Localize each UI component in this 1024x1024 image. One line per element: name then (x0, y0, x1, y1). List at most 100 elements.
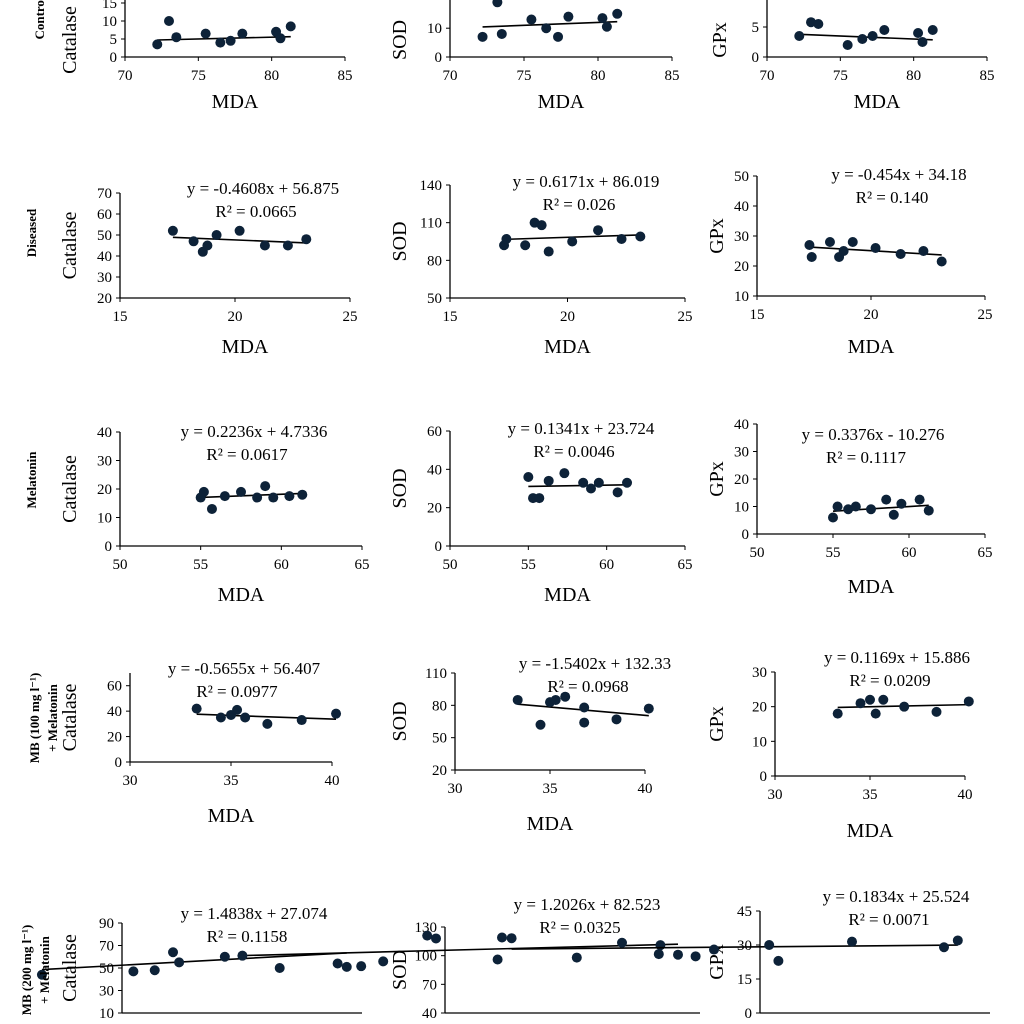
data-point (215, 37, 226, 48)
x-tick-label: 65 (678, 557, 693, 573)
data-point (268, 492, 279, 503)
r-squared-label: R² = 0.0325 (539, 918, 620, 937)
y-tick-label: 70 (422, 977, 437, 993)
data-point (653, 949, 664, 960)
data-point (149, 965, 160, 976)
y-tick-label: 10 (427, 21, 442, 37)
y-tick-label: 5 (110, 32, 118, 48)
y-axis-label: GPx (706, 461, 728, 497)
data-point (857, 34, 868, 44)
x-tick-label: 60 (599, 557, 614, 573)
r-squared-label: R² = 0.0977 (196, 682, 278, 701)
data-point (378, 956, 389, 967)
y-tick-label: 40 (97, 425, 112, 441)
data-point (923, 505, 934, 516)
data-point (855, 698, 866, 709)
data-point (824, 237, 835, 247)
y-tick-label: 10 (102, 14, 117, 30)
scatter-panel: 20 50 80 110 30 35 40 MDA SOD y = -1.5402x + 132.… (389, 654, 671, 835)
x-tick-label: 25 (978, 307, 993, 323)
y-tick-label: 70 (97, 186, 112, 202)
data-point (422, 930, 433, 941)
x-tick-label: 75 (833, 68, 848, 84)
trend-line (482, 20, 618, 28)
x-tick-label: 30 (123, 773, 138, 789)
data-point (225, 35, 236, 46)
r-squared-label: R² = 0.140 (856, 188, 929, 207)
x-tick-label: 35 (863, 787, 878, 803)
data-point (597, 13, 608, 24)
x-tick-label: 65 (978, 545, 993, 561)
data-point (331, 708, 342, 719)
scatter-panel: 10 20 30 40 50 15 20 25 MDA GPx y = -0.454x + 34.1… (706, 165, 993, 358)
y-tick-label: 5 (752, 20, 760, 36)
data-point (690, 951, 701, 962)
data-point (847, 237, 858, 247)
data-point (622, 477, 633, 488)
x-axis-label: MDA (212, 91, 259, 113)
data-point (593, 225, 604, 236)
data-point (601, 21, 612, 32)
data-point (850, 501, 861, 512)
data-point (563, 11, 574, 22)
data-point (536, 220, 547, 231)
data-point (764, 940, 775, 950)
data-point (828, 512, 838, 523)
data-point (773, 955, 784, 966)
y-tick-label: 40 (427, 462, 442, 478)
y-tick-label: 60 (107, 679, 122, 695)
data-point (202, 240, 213, 251)
x-axis-label: MDA (854, 91, 901, 113)
y-tick-label: 40 (97, 249, 112, 265)
x-tick-label: 55 (521, 557, 536, 573)
data-point (275, 33, 286, 44)
trend-equation: y = 1.4838x + 27.074 (181, 904, 328, 923)
y-tick-label: 10 (752, 734, 767, 750)
y-tick-label: 30 (97, 270, 112, 286)
y-tick-label: 30 (752, 665, 767, 681)
data-point (870, 243, 881, 253)
data-point (188, 236, 199, 247)
trend-equation: y = 0.1169x + 15.886 (824, 648, 970, 667)
y-tick-label: 80 (432, 698, 447, 714)
y-tick-label: 50 (432, 731, 447, 747)
y-tick-label: 0 (110, 50, 118, 66)
y-axis-label: GPx (709, 22, 731, 58)
data-point (520, 240, 531, 251)
y-tick-label: 30 (737, 938, 752, 954)
data-point (866, 504, 876, 515)
data-point (128, 966, 139, 977)
y-tick-label: 30 (97, 454, 112, 470)
data-point (301, 234, 312, 245)
data-point (332, 958, 343, 969)
data-point (888, 509, 899, 520)
x-tick-label: 75 (191, 68, 206, 84)
data-point (36, 969, 47, 980)
data-point (612, 8, 623, 19)
trend-equation: y = 0.1834x + 25.524 (823, 887, 970, 906)
y-tick-label: 45 (737, 904, 752, 920)
data-point (236, 486, 246, 497)
data-point (931, 706, 942, 717)
scatter-panel: 0 10 20 30 40 50 55 60 65 MDA GPx y = 0.3376x - 10.… (706, 417, 993, 598)
y-axis-label: SOD (389, 701, 411, 741)
data-point (260, 481, 271, 492)
x-tick-label: 70 (118, 68, 133, 84)
data-point (673, 949, 683, 960)
y-tick-label: 40 (107, 704, 122, 720)
data-point (167, 225, 178, 236)
y-tick-label: 50 (427, 291, 442, 307)
x-tick-label: 30 (448, 781, 463, 797)
x-tick-label: 70 (760, 68, 775, 84)
y-tick-label: 10 (97, 511, 112, 527)
y-axis-label: Catalase (59, 684, 81, 752)
x-tick-label: 30 (768, 787, 783, 803)
data-point (879, 25, 890, 35)
y-tick-label: 15 (737, 972, 752, 988)
data-point (431, 933, 441, 944)
trend-line (242, 943, 679, 957)
y-tick-label: 40 (734, 199, 749, 215)
row-group-label: Control (32, 0, 47, 40)
